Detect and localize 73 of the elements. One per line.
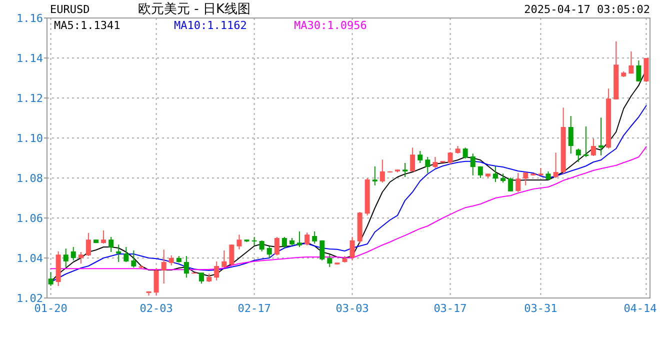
candlestick xyxy=(350,236,355,261)
candlestick xyxy=(199,272,204,284)
candlestick xyxy=(108,236,114,252)
x-tick-label: 01-20 xyxy=(34,302,68,315)
text: MA10:1.1162 xyxy=(174,19,247,32)
candlestick xyxy=(304,232,310,246)
candlestick xyxy=(462,147,468,160)
text: EURUSD xyxy=(50,3,90,16)
candlestick xyxy=(236,234,242,250)
candlestick xyxy=(214,260,220,281)
candlestick xyxy=(372,166,378,186)
candlestick xyxy=(297,230,302,248)
candlestick xyxy=(78,252,84,264)
candlestick xyxy=(568,116,574,154)
text: 2025-04-17 03:05:02 xyxy=(524,3,650,16)
candlestick xyxy=(448,152,453,166)
candlestick xyxy=(266,246,272,258)
x-tick-label: 02-03 xyxy=(140,302,173,315)
candlestick xyxy=(508,177,514,192)
candlestick xyxy=(229,244,234,266)
text: MA30:1.0956 xyxy=(294,19,367,32)
candlestick xyxy=(327,254,332,268)
candlestick xyxy=(425,156,430,174)
candlestick xyxy=(516,172,521,192)
candlestick xyxy=(553,152,558,178)
candlestick xyxy=(154,268,159,296)
candlestick xyxy=(259,240,264,252)
y-tick-label: 1.14 xyxy=(16,52,44,65)
candlestick xyxy=(598,117,604,156)
candlestick xyxy=(576,148,581,162)
candlestick xyxy=(492,166,498,182)
candlestick xyxy=(402,162,408,178)
candlestick xyxy=(628,50,634,74)
x-tick-label: 03-31 xyxy=(524,302,558,315)
x-tick-label: 03-17 xyxy=(434,302,467,315)
candlestick xyxy=(222,250,227,268)
candlestick xyxy=(380,159,385,184)
candlestick xyxy=(168,254,174,266)
candlestick xyxy=(432,156,438,168)
y-tick-label: 1.06 xyxy=(16,212,43,225)
candlestick xyxy=(131,250,136,268)
candlestick xyxy=(636,60,642,82)
candlestick xyxy=(523,172,528,186)
chart-title: 欧元美元 - 日K线图 xyxy=(138,1,250,17)
candlestick xyxy=(320,240,325,261)
y-tick-label: 1.10 xyxy=(16,132,43,145)
candlestick xyxy=(312,230,318,244)
candlestick xyxy=(63,248,68,268)
candlestick xyxy=(274,236,280,256)
y-tick-label: 1.04 xyxy=(16,252,44,265)
y-tick-label: 1.02 xyxy=(16,292,43,305)
x-tick-label: 04-14 xyxy=(624,302,658,315)
candlestick xyxy=(101,230,106,244)
candlestick xyxy=(184,256,189,278)
y-tick-label: 1.12 xyxy=(16,92,43,105)
y-tick-label: 1.08 xyxy=(16,172,43,185)
candlestick xyxy=(70,246,76,261)
x-tick-label: 03-03 xyxy=(336,302,369,315)
text: MA5:1.1341 xyxy=(54,19,120,32)
candlestick xyxy=(86,232,91,256)
candlestick xyxy=(282,236,287,248)
x-tick-label: 02-17 xyxy=(238,302,271,315)
candlestick xyxy=(644,58,649,82)
candlestick xyxy=(410,147,416,172)
candlestick xyxy=(48,272,54,286)
candlestick xyxy=(418,150,423,164)
candlestick xyxy=(583,126,588,158)
candlestick xyxy=(116,244,122,262)
y-tick-label: 1.16 xyxy=(16,12,43,25)
candlestick xyxy=(124,246,129,262)
candlestick xyxy=(161,249,166,284)
candlestick xyxy=(470,153,476,176)
candlestick xyxy=(590,138,596,156)
